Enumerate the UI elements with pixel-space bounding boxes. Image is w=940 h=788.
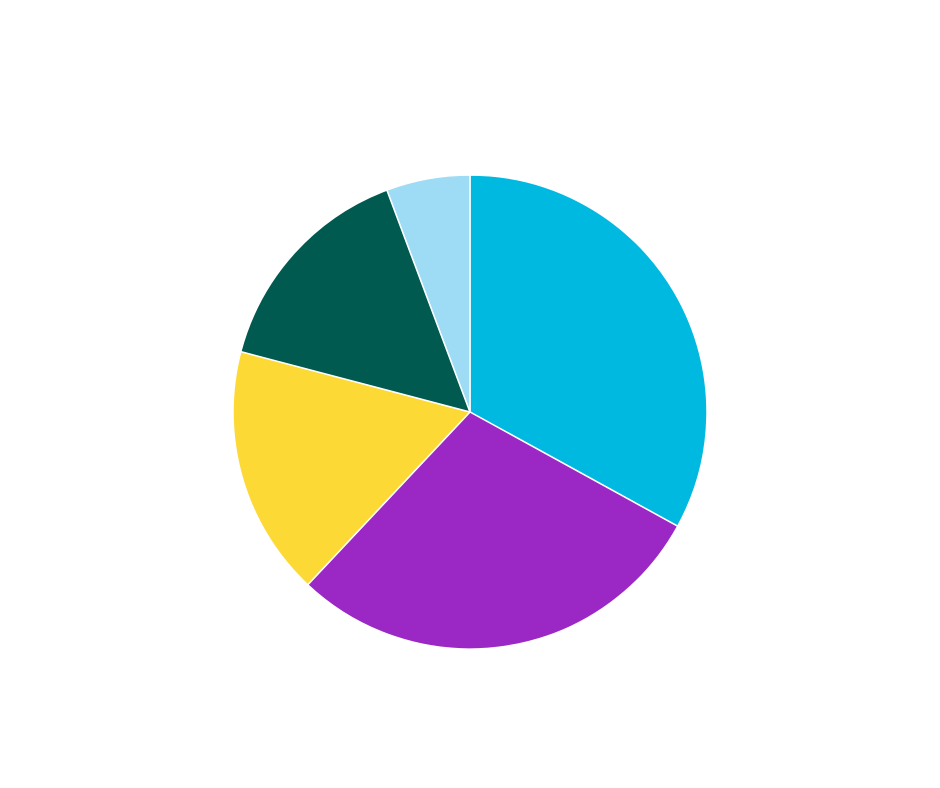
- pie-slice-1: [469, 174, 708, 528]
- pie-slice-2: [306, 411, 679, 650]
- pie-slice-3: [232, 350, 472, 586]
- pie-slice-4: [239, 189, 472, 414]
- pie-slice-5: [385, 174, 471, 413]
- pie-slices: [232, 174, 708, 650]
